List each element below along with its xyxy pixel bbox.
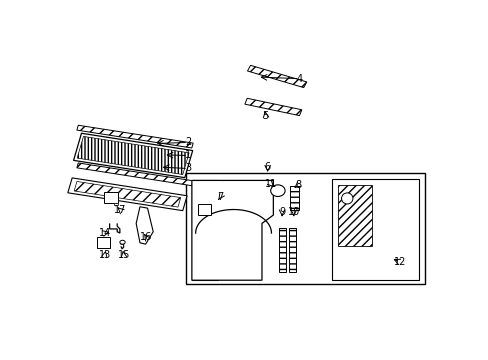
Bar — [244, 98, 301, 116]
Bar — [77, 163, 193, 186]
Text: 3: 3 — [184, 163, 191, 174]
Bar — [77, 125, 193, 148]
Bar — [74, 181, 181, 207]
Polygon shape — [331, 179, 418, 280]
Text: 1: 1 — [184, 150, 191, 161]
Ellipse shape — [341, 193, 352, 204]
Bar — [97, 237, 110, 248]
Text: 15: 15 — [117, 250, 130, 260]
Bar — [290, 186, 298, 210]
Bar — [68, 178, 187, 211]
Circle shape — [120, 240, 125, 244]
Bar — [197, 204, 210, 215]
Text: 6: 6 — [264, 162, 270, 172]
Bar — [337, 185, 371, 246]
Ellipse shape — [270, 185, 285, 197]
Text: 2: 2 — [184, 138, 191, 148]
Bar — [103, 192, 118, 203]
Bar — [114, 203, 118, 205]
Text: 8: 8 — [294, 180, 301, 190]
Text: 13: 13 — [99, 250, 111, 260]
Polygon shape — [191, 180, 218, 280]
Text: 7: 7 — [217, 192, 223, 202]
Bar — [247, 65, 306, 87]
Text: 17: 17 — [113, 204, 126, 215]
Text: 11: 11 — [264, 179, 276, 189]
Bar — [288, 228, 295, 272]
Text: 4: 4 — [296, 74, 303, 84]
Text: 14: 14 — [99, 228, 111, 238]
Bar — [278, 228, 285, 272]
Bar — [186, 174, 424, 284]
Text: 5: 5 — [262, 111, 268, 121]
Polygon shape — [191, 180, 273, 280]
Text: 12: 12 — [393, 257, 406, 267]
Bar — [77, 136, 189, 175]
Text: 16: 16 — [140, 232, 152, 242]
Text: 10: 10 — [287, 207, 299, 217]
Bar — [73, 133, 192, 178]
Text: 9: 9 — [279, 207, 285, 217]
Polygon shape — [136, 207, 153, 244]
